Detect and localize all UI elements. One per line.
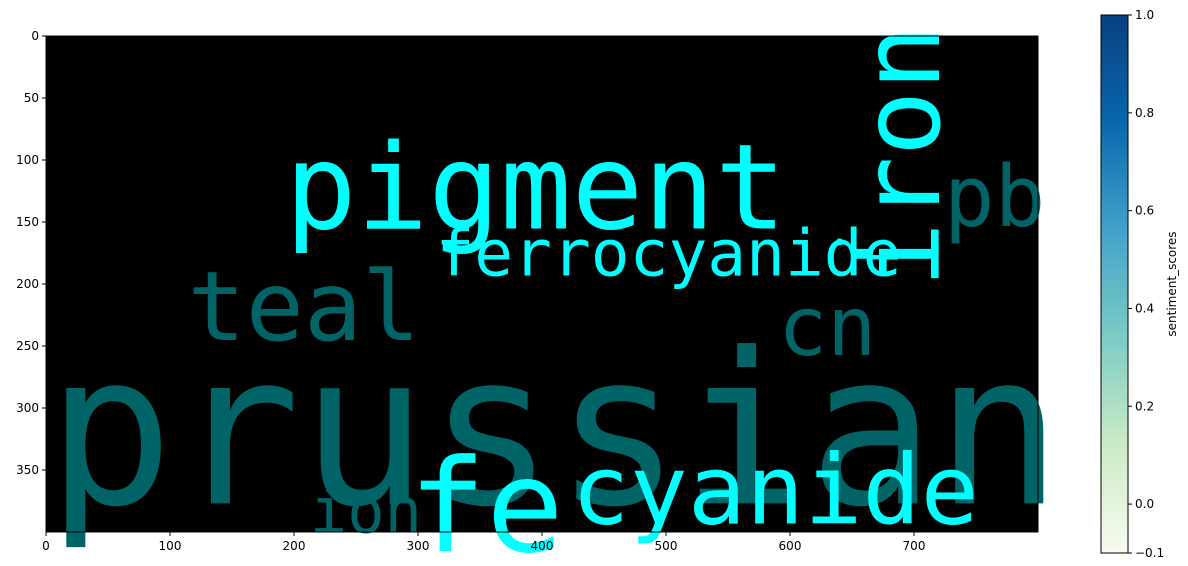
colorbar-gradient xyxy=(1100,14,1129,554)
word-fe: fe xyxy=(409,432,564,566)
word-ferrocyanide: ferrocyanide xyxy=(435,217,901,292)
x-tick-label: 300 xyxy=(407,539,430,553)
y-tick-label: 50 xyxy=(24,91,39,105)
word-pigment: pigment xyxy=(285,120,787,258)
y-tick-label: 100 xyxy=(16,153,39,167)
y-tick-label: 350 xyxy=(16,463,39,477)
word-cn: cn xyxy=(778,280,877,375)
x-tick-label: 700 xyxy=(903,539,926,553)
colorbar: −0.1 0.0 0.2 0.4 0.6 0.8 1.0 sentiment_scores xyxy=(1100,8,1179,560)
colorbar-label: sentiment_scores xyxy=(1165,231,1179,336)
y-tick-label: 250 xyxy=(16,339,39,353)
word-ion: ion xyxy=(310,474,422,547)
x-tick-label: 500 xyxy=(655,539,678,553)
axes: 0 100 200 300 400 500 600 700 0 50 100 150 200 250 300… xyxy=(16,29,1039,553)
y-tick-label: 0 xyxy=(31,29,39,43)
x-tick-label: 0 xyxy=(42,539,50,553)
x-tick-label: 200 xyxy=(283,539,306,553)
word-prussian: prussian xyxy=(47,307,1062,553)
word-dot xyxy=(836,238,844,246)
y-tick-label: 200 xyxy=(16,277,39,291)
y-tick-label: 150 xyxy=(16,215,39,229)
word-pb: pb xyxy=(944,148,1046,246)
colorbar-tick-label: 1.0 xyxy=(1135,8,1154,22)
image-background xyxy=(46,36,1038,532)
word-teal: teal xyxy=(187,250,420,363)
colorbar-tick-label: 0.8 xyxy=(1135,106,1154,120)
colorbar-tick-label: 0.6 xyxy=(1135,204,1154,218)
colorbar-tick-label: −0.1 xyxy=(1135,546,1164,560)
x-tick-label: 100 xyxy=(159,539,182,553)
colorbar-tick-label: 0.4 xyxy=(1135,301,1154,315)
word-cyanide: cyanide xyxy=(571,433,978,546)
x-tick-label: 600 xyxy=(779,539,802,553)
colorbar-tick-label: 0.2 xyxy=(1135,399,1154,413)
colorbar-tick-label: 0.0 xyxy=(1135,497,1154,511)
x-tick-label: 400 xyxy=(531,539,554,553)
word-iron: iron xyxy=(838,25,965,288)
y-tick-label: 300 xyxy=(16,401,39,415)
